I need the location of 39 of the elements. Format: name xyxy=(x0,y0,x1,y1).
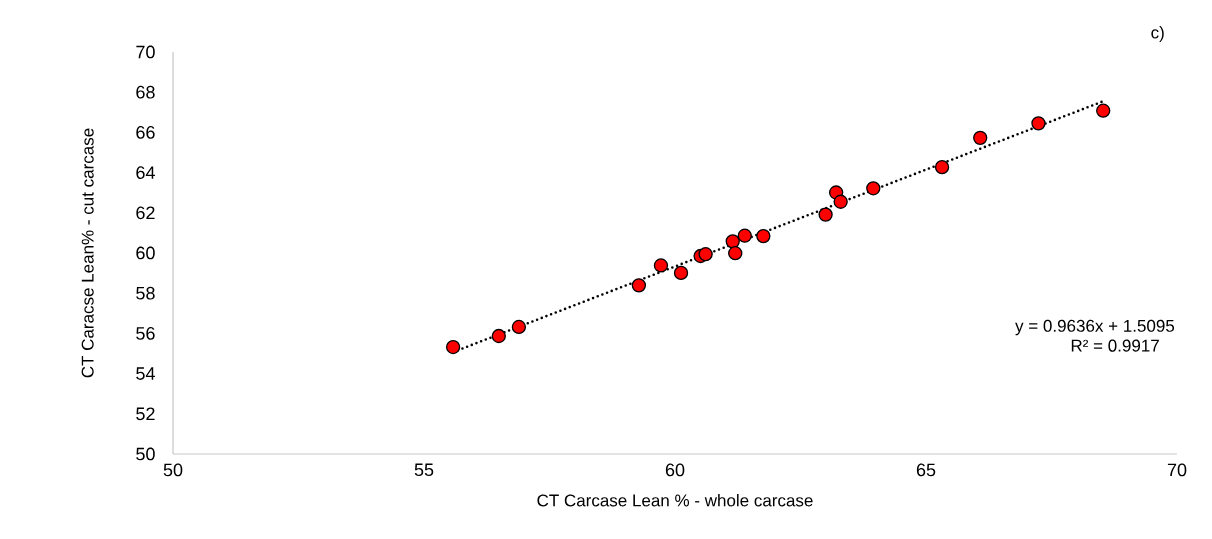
x-tick-label: 65 xyxy=(916,463,936,477)
annotation: R² = 0.9917 xyxy=(1071,339,1159,352)
point xyxy=(631,278,647,293)
y-tick-label: 52 xyxy=(136,407,155,421)
x-tick-label: 60 xyxy=(665,463,685,477)
text: c) xyxy=(1151,26,1164,42)
annotation: y = 0.9636x + 1.5095 xyxy=(1015,319,1175,336)
point xyxy=(866,181,881,196)
y-tick-label: 50 xyxy=(136,447,155,461)
x-tick-label: 55 xyxy=(414,463,434,477)
y-tick-label: 62 xyxy=(136,206,155,220)
point xyxy=(833,194,848,209)
point xyxy=(756,228,771,244)
point xyxy=(511,319,527,335)
y-tick-label: 58 xyxy=(136,286,155,300)
y-tick-label: 60 xyxy=(136,246,155,260)
point xyxy=(1096,103,1111,118)
point xyxy=(934,160,950,175)
y-tick-label: 66 xyxy=(136,126,155,139)
y-tick-label: 56 xyxy=(136,327,155,340)
point xyxy=(728,246,743,261)
y-tick-label: 70 xyxy=(136,45,155,59)
x-tick-label: 50 xyxy=(163,463,183,477)
x-tick-label: 70 xyxy=(1167,463,1187,477)
point xyxy=(725,234,740,249)
point xyxy=(653,258,669,273)
point xyxy=(973,130,988,145)
y-tick-label: 54 xyxy=(136,367,155,380)
x-axis-title: CT Carcase Lean % - whole carcase xyxy=(537,494,813,507)
point xyxy=(673,265,689,281)
point xyxy=(445,339,461,355)
y-tick-label: 64 xyxy=(136,166,155,179)
point xyxy=(737,228,752,243)
point xyxy=(698,247,713,262)
y-tick-label: 68 xyxy=(136,85,155,99)
point xyxy=(1031,116,1046,131)
point xyxy=(818,207,833,222)
y-axis-title: CT Caracse Lean% - cut carcase xyxy=(81,128,94,378)
point xyxy=(491,328,506,344)
